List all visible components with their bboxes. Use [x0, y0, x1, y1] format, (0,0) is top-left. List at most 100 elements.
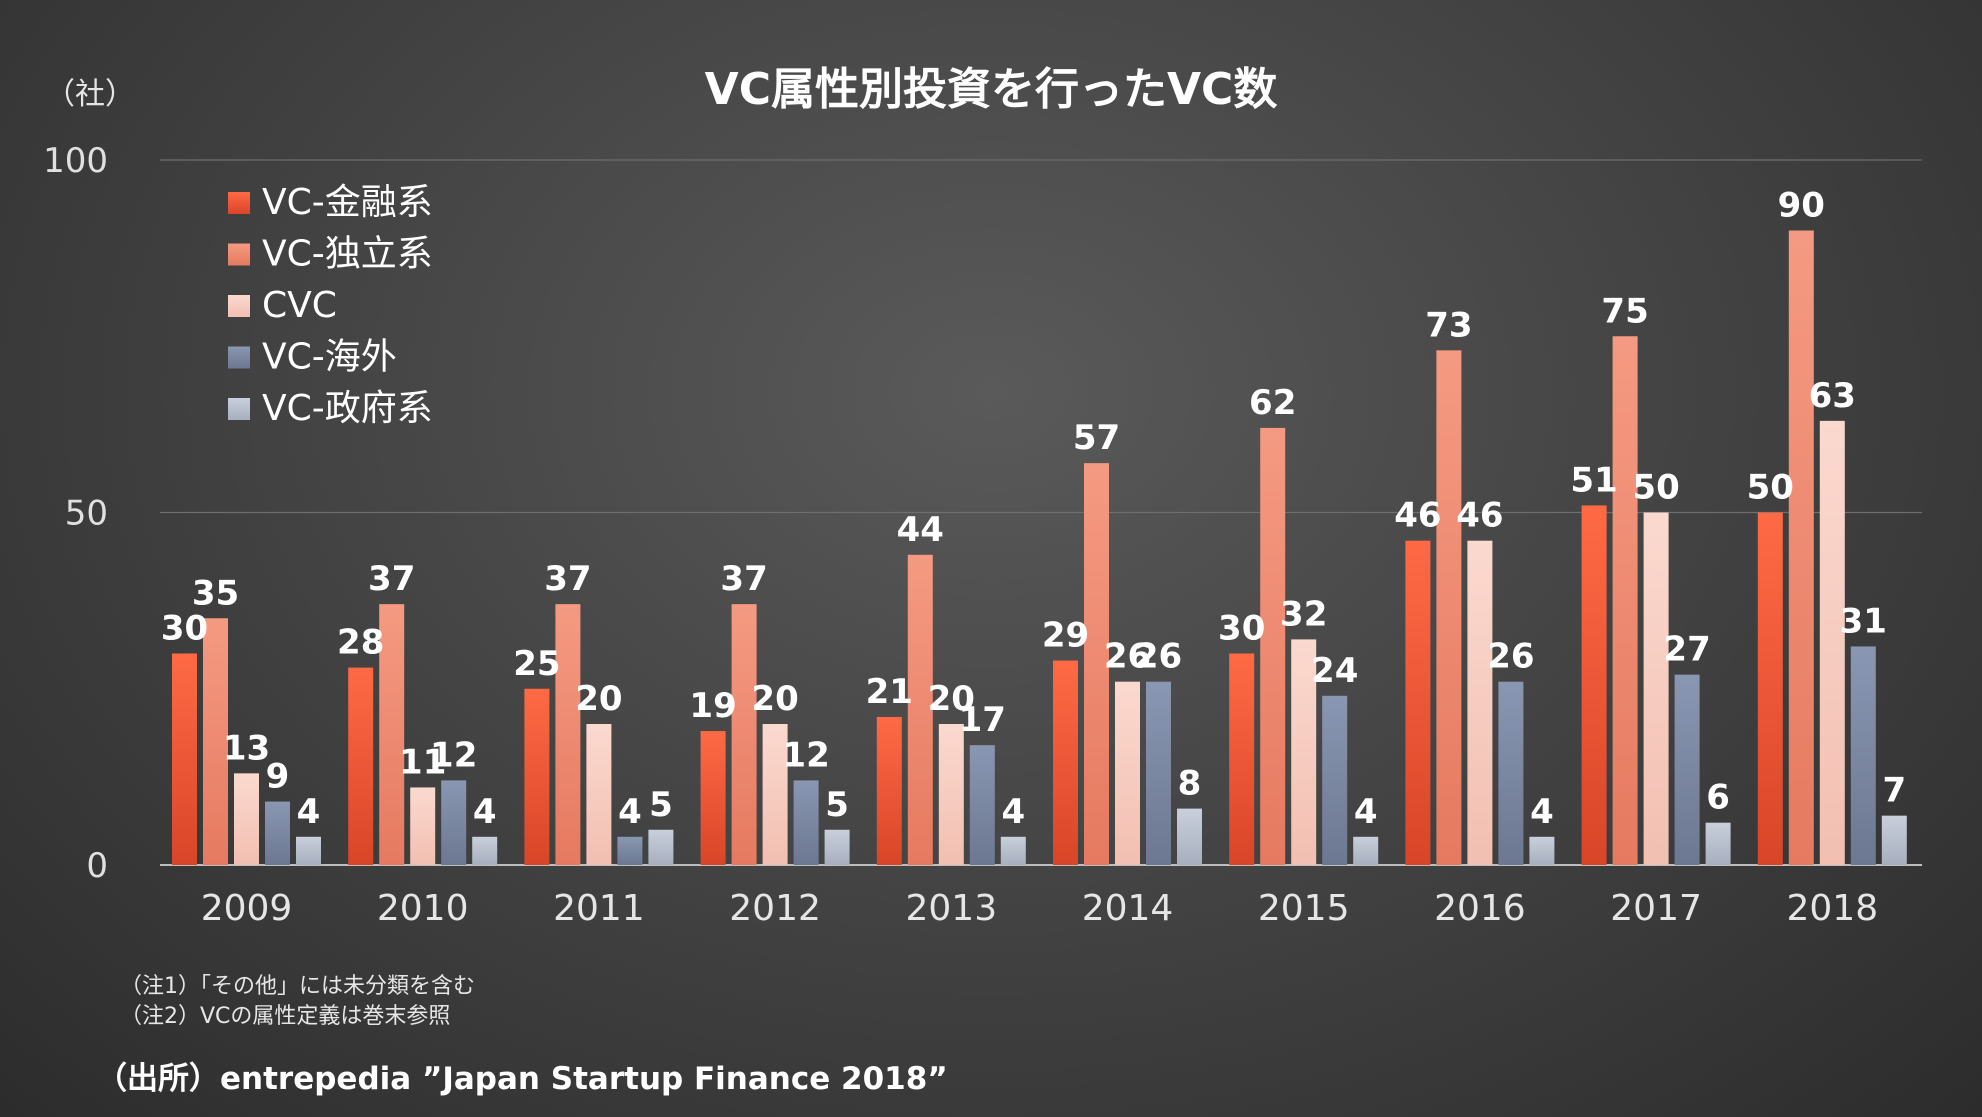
- y-axis-ticks: 0 50 100: [43, 141, 108, 886]
- bar-2013-s0: [876, 716, 902, 865]
- bar-2012-s4: [824, 829, 850, 865]
- x-tick-label: 2018: [1786, 888, 1878, 929]
- bar-2018-s4: [1881, 815, 1907, 865]
- source-text: （出所）entrepedia ”Japan Startup Finance 20…: [96, 1061, 948, 1097]
- data-label: 24: [1311, 651, 1358, 691]
- legend-label: CVC: [262, 285, 337, 326]
- bar-2009-s3: [265, 801, 290, 865]
- bar-2012-s0: [700, 731, 726, 865]
- data-label: 73: [1425, 305, 1472, 345]
- bar-2013-s3: [969, 745, 995, 865]
- bar-2009-s1: [203, 618, 228, 865]
- x-tick-label: 2017: [1610, 888, 1702, 929]
- bar-2012-s3: [793, 780, 819, 865]
- bar-2016-s2: [1467, 540, 1493, 865]
- legend-label: VC-政府系: [262, 388, 433, 429]
- bar-2010-s2: [410, 787, 436, 865]
- note-1: （注1）「その他」には未分類を含む: [120, 974, 475, 999]
- bar-2017-s1: [1612, 336, 1638, 865]
- bar-2013-s2: [938, 724, 964, 865]
- data-label: 35: [192, 573, 239, 613]
- bar-2010-s3: [441, 780, 467, 865]
- data-label: 51: [1570, 460, 1617, 500]
- bar-2016-s0: [1405, 540, 1431, 865]
- data-label: 13: [223, 728, 270, 768]
- bar-2016-s1: [1436, 350, 1462, 866]
- data-label: 44: [897, 510, 944, 550]
- bar-2014-s1: [1084, 463, 1109, 865]
- data-label: 29: [1042, 616, 1089, 656]
- bar-2011-s3: [617, 836, 643, 865]
- data-label: 57: [1073, 418, 1120, 458]
- bars: [172, 230, 1907, 866]
- data-label: 37: [720, 559, 767, 599]
- bar-2016-s3: [1498, 681, 1524, 865]
- data-label: 5: [649, 785, 673, 825]
- bar-2009-s2: [234, 773, 259, 865]
- bar-2010-s4: [472, 836, 498, 865]
- data-label: 4: [1001, 792, 1025, 832]
- bar-2014-s4: [1177, 808, 1202, 865]
- data-label: 4: [473, 792, 497, 832]
- bar-2015-s1: [1260, 427, 1286, 865]
- data-label: 4: [1530, 792, 1554, 832]
- bar-2017-s3: [1674, 674, 1700, 865]
- bar-2018-s1: [1788, 230, 1814, 865]
- data-label: 26: [1135, 637, 1182, 677]
- bar-2016-s4: [1529, 836, 1555, 865]
- data-label: 63: [1809, 376, 1856, 416]
- bar-2017-s4: [1705, 822, 1731, 865]
- bar-2011-s2: [586, 724, 612, 865]
- legend: VC-金融系 VC-独立系 CVC VC-海外 VC-政府系: [228, 182, 433, 429]
- data-label: 20: [751, 679, 798, 719]
- data-label: 20: [575, 679, 622, 719]
- data-label: 4: [618, 792, 642, 832]
- y-tick-label: 100: [43, 141, 108, 181]
- data-label: 90: [1778, 186, 1825, 226]
- data-label: 50: [1747, 468, 1794, 508]
- bar-2010-s0: [348, 667, 374, 865]
- data-label: 17: [959, 700, 1006, 740]
- bar-2010-s1: [379, 604, 405, 865]
- data-label: 46: [1394, 496, 1441, 536]
- bar-2017-s2: [1643, 512, 1669, 865]
- x-tick-label: 2013: [905, 888, 997, 929]
- chart-title: VC属性別投資を行ったVC数: [705, 64, 1278, 115]
- data-label: 32: [1280, 594, 1327, 634]
- bar-2014-s2: [1115, 681, 1140, 865]
- bar-2013-s1: [907, 554, 933, 865]
- data-label: 8: [1178, 764, 1202, 804]
- data-label: 31: [1840, 601, 1887, 641]
- legend-swatch: [228, 243, 250, 266]
- bar-2013-s4: [1000, 836, 1026, 865]
- y-tick-label: 50: [65, 494, 108, 534]
- data-label: 27: [1663, 630, 1710, 670]
- data-label: 37: [544, 559, 591, 599]
- legend-swatch: [228, 192, 250, 214]
- bar-2015-s2: [1291, 639, 1317, 865]
- legend-label: VC-海外: [262, 337, 397, 378]
- data-label: 11: [399, 742, 446, 782]
- data-label: 6: [1706, 778, 1730, 818]
- x-tick-label: 2016: [1434, 888, 1526, 929]
- bar-2014-s3: [1146, 681, 1171, 865]
- data-label: 26: [1104, 637, 1151, 677]
- bar-2012-s1: [731, 604, 757, 865]
- legend-label: VC-金融系: [262, 182, 433, 223]
- legend-swatch: [228, 295, 250, 317]
- data-label: 21: [866, 672, 913, 712]
- data-label: 12: [782, 735, 829, 775]
- x-tick-label: 2015: [1258, 888, 1350, 929]
- data-label: 4: [1354, 792, 1378, 832]
- data-label: 28: [337, 623, 384, 663]
- data-label: 7: [1882, 771, 1906, 811]
- bar-2009-s0: [172, 653, 197, 865]
- legend-label: VC-独立系: [262, 234, 433, 275]
- bar-2011-s0: [524, 688, 550, 865]
- data-label: 9: [266, 757, 290, 797]
- data-label: 4: [297, 792, 321, 832]
- data-label: 46: [1456, 496, 1503, 536]
- data-label: 19: [689, 686, 736, 726]
